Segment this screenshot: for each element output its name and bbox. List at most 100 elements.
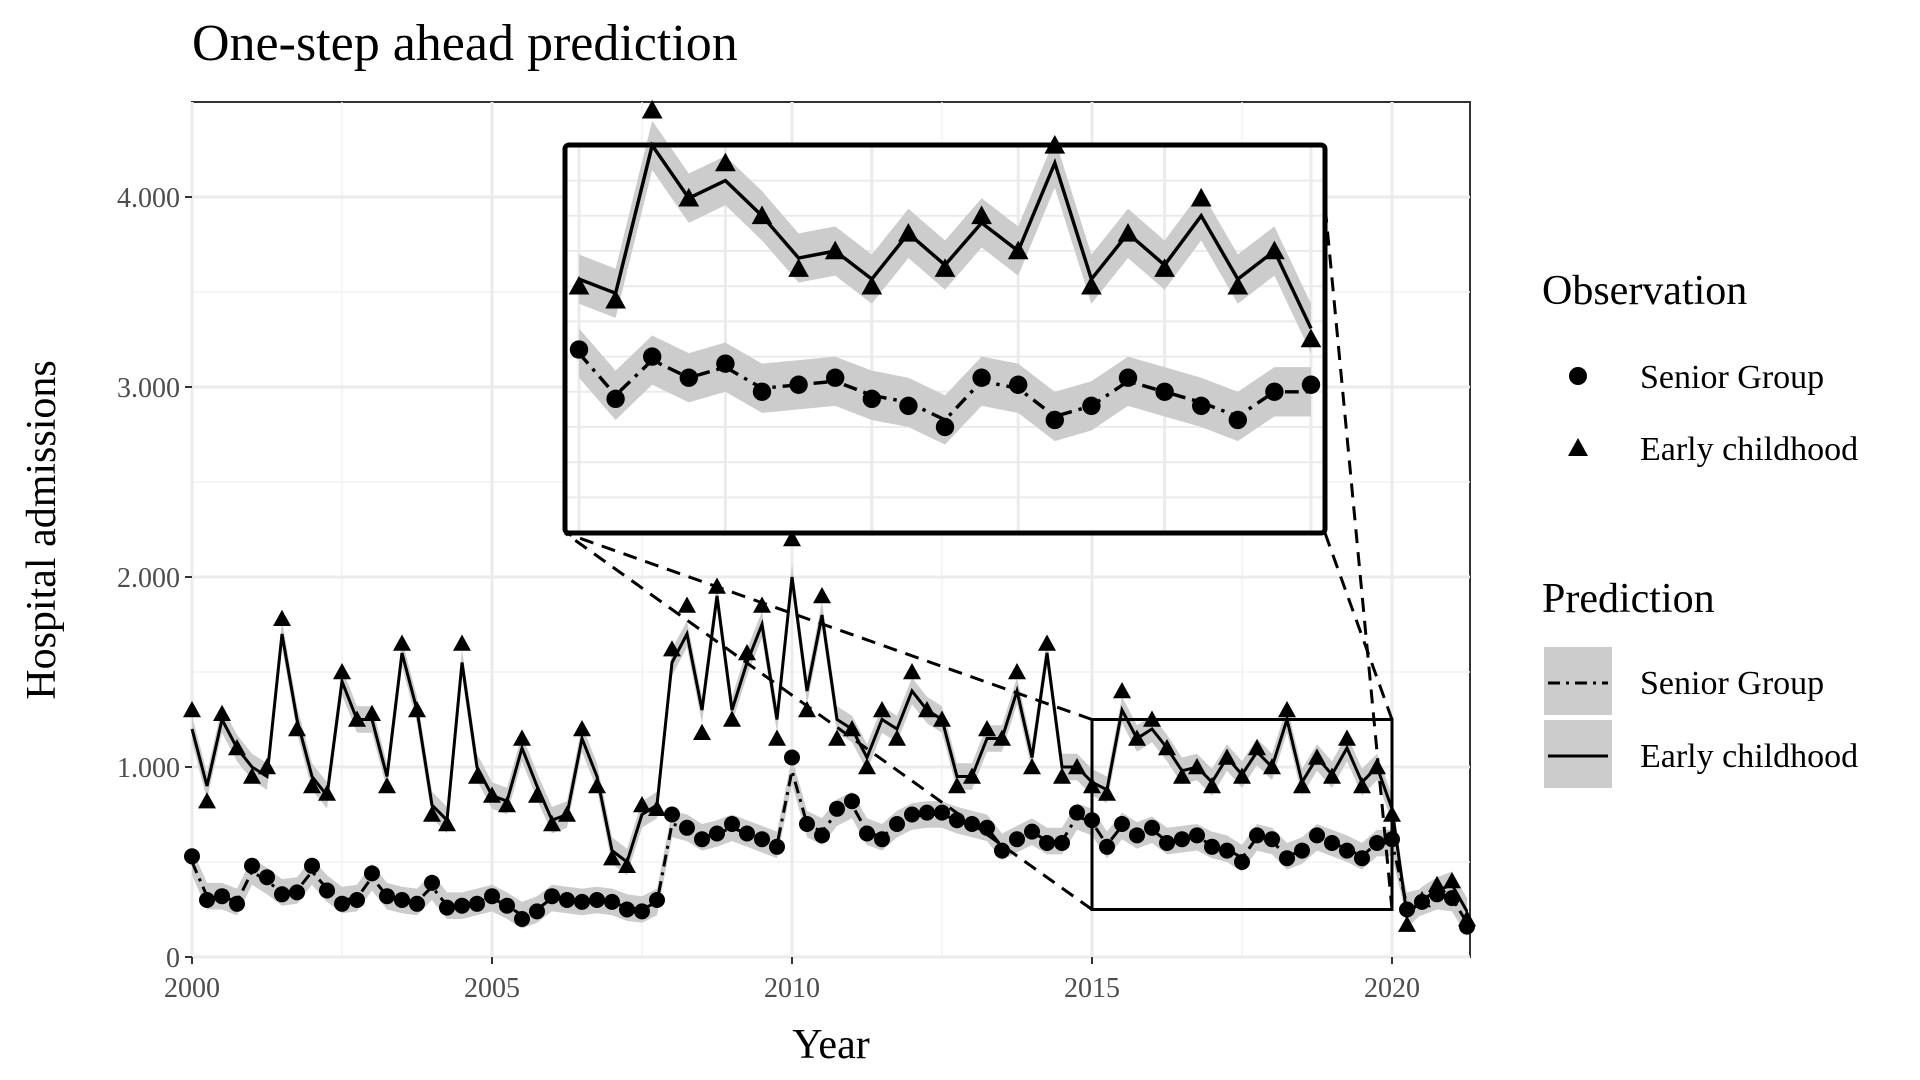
early-childhood-observation-point: [618, 856, 636, 873]
early-childhood-observation-point: [1338, 729, 1356, 746]
y-tick-label: 3.000: [117, 373, 180, 404]
early-childhood-observation-point: [1398, 915, 1416, 932]
senior-group-observation-point: [1069, 804, 1085, 821]
zoom-early-childhood-observation-point: [898, 223, 919, 242]
early-childhood-observation-point: [198, 792, 216, 809]
zoom-senior-group-observation-point: [1192, 396, 1211, 416]
early-childhood-observation-point: [768, 729, 786, 746]
early-childhood-observation-point: [513, 729, 531, 746]
early-childhood-observation-point: [318, 784, 336, 801]
senior-group-observation-point: [1234, 854, 1250, 870]
early-childhood-observation-point: [1323, 767, 1341, 784]
senior-group-observation-point: [574, 893, 590, 910]
senior-group-observation-point: [739, 825, 755, 842]
early-childhood-observation-point: [1023, 758, 1041, 775]
zoom-early-childhood-observation-point: [568, 275, 590, 295]
senior-group-observation-point: [754, 831, 770, 848]
early-childhood-observation-point: [498, 796, 516, 813]
senior-group-observation-point: [439, 899, 455, 916]
early-childhood-observation-point: [378, 777, 396, 794]
early-childhood-observation-point: [183, 701, 201, 718]
senior-group-observation-point: [589, 892, 605, 908]
early-childhood-observation-point: [678, 596, 696, 613]
senior-group-observation-point: [919, 804, 935, 821]
early-childhood-observation-point: [1308, 748, 1326, 765]
x-axis-ticks: 2000 2005 2010 2015 2020: [164, 957, 1420, 1004]
early-childhood-observation-point: [258, 758, 276, 775]
zoom-connector-line: [564, 531, 1093, 911]
senior-group-observation-point: [859, 825, 875, 842]
zoom-early-childhood-observation-point: [1117, 223, 1139, 242]
early-childhood-observation-point: [393, 634, 411, 651]
senior-group-observation-point: [529, 903, 545, 920]
legend-prediction-title: Prediction: [1542, 576, 1715, 622]
legend-circle-marker: [1569, 367, 1587, 385]
y-tick-label: 4.000: [117, 183, 180, 214]
senior-group-observation-point: [814, 827, 830, 844]
senior-group-observation-point: [244, 857, 260, 874]
early-childhood-observation-point: [423, 805, 441, 822]
senior-group-observation-point: [829, 800, 845, 817]
early-childhood-observation-point: [1098, 784, 1116, 801]
senior-group-observation-point: [259, 869, 275, 886]
legend-prediction: Prediction Senior Group Early childhood: [1542, 576, 1858, 788]
senior-group-observation-point: [934, 804, 950, 821]
zoom-senior-group-observation-point: [1155, 382, 1174, 401]
senior-group-observation-point: [1114, 816, 1130, 832]
senior-group-observation-point: [1264, 831, 1280, 848]
early-childhood-observation-point: [993, 729, 1011, 746]
senior-group-observation-point: [559, 892, 575, 908]
senior-group-observation-point: [1429, 886, 1445, 903]
senior-group-observation-point: [979, 819, 995, 836]
early-childhood-observation-point: [288, 720, 306, 737]
senior-group-observation-point: [1039, 835, 1055, 851]
senior-group-observation-point: [544, 888, 560, 905]
early-childhood-observation-point: [468, 767, 486, 784]
early-childhood-observation-point: [873, 701, 891, 718]
early-childhood-observation-point: [333, 663, 351, 680]
senior-group-observation-point: [619, 901, 635, 918]
senior-group-observation-point: [1219, 842, 1235, 859]
x-tick-label: 2020: [1364, 973, 1420, 1004]
senior-group-observation-point: [1204, 838, 1220, 855]
senior-group-observation-point: [904, 806, 920, 823]
early-childhood-observation-point: [723, 710, 741, 727]
y-axis-ticks: 0 1.000 2.000 3.000 4.000: [117, 183, 192, 974]
early-childhood-observation-point: [798, 701, 816, 718]
early-childhood-observation-point: [753, 596, 771, 613]
early-childhood-observation-point: [693, 723, 711, 740]
senior-group-observation-point: [379, 888, 395, 905]
early-childhood-observation-point: [1278, 701, 1296, 718]
early-childhood-observation-point: [483, 786, 501, 803]
early-childhood-observation-point: [213, 704, 231, 721]
senior-group-observation-point: [364, 865, 380, 882]
senior-group-observation-point: [874, 831, 890, 848]
senior-group-observation-point: [1099, 838, 1115, 855]
zoom-early-childhood-observation-point: [788, 258, 809, 277]
zoom-senior-group-observation-point: [606, 389, 625, 409]
senior-group-observation-point: [199, 892, 215, 908]
senior-group-observation-point: [1459, 918, 1475, 935]
senior-group-observation-point: [1189, 827, 1205, 844]
senior-group-observation-point: [394, 892, 410, 908]
zoom-senior-group-observation-point: [1045, 410, 1065, 430]
early-childhood-observation-point: [363, 704, 381, 721]
senior-group-observation-point: [304, 857, 320, 874]
zoom-senior-group-observation-point: [1228, 410, 1248, 430]
zoom-senior-group-observation-point: [1265, 382, 1284, 401]
senior-group-observation-point: [994, 842, 1010, 859]
legend-observation-senior-label: Senior Group: [1640, 359, 1824, 396]
senior-group-observation-point: [1054, 835, 1070, 851]
early-childhood-observation-point: [408, 701, 426, 718]
senior-group-observation-point: [349, 892, 365, 908]
legend-triangle-marker: [1568, 438, 1588, 456]
zoom-senior-group-observation-point: [569, 340, 589, 359]
zoom-early-childhood-observation-point: [751, 205, 773, 225]
early-childhood-observation-point: [243, 767, 261, 784]
senior-group-observation-point: [949, 812, 965, 829]
early-childhood-observation-point: [273, 609, 291, 626]
zoom-points: [568, 99, 1322, 437]
zoom-senior-group-observation-point: [1301, 375, 1321, 394]
senior-group-observation-point: [424, 874, 440, 891]
senior-group-observation-point: [1414, 893, 1430, 910]
